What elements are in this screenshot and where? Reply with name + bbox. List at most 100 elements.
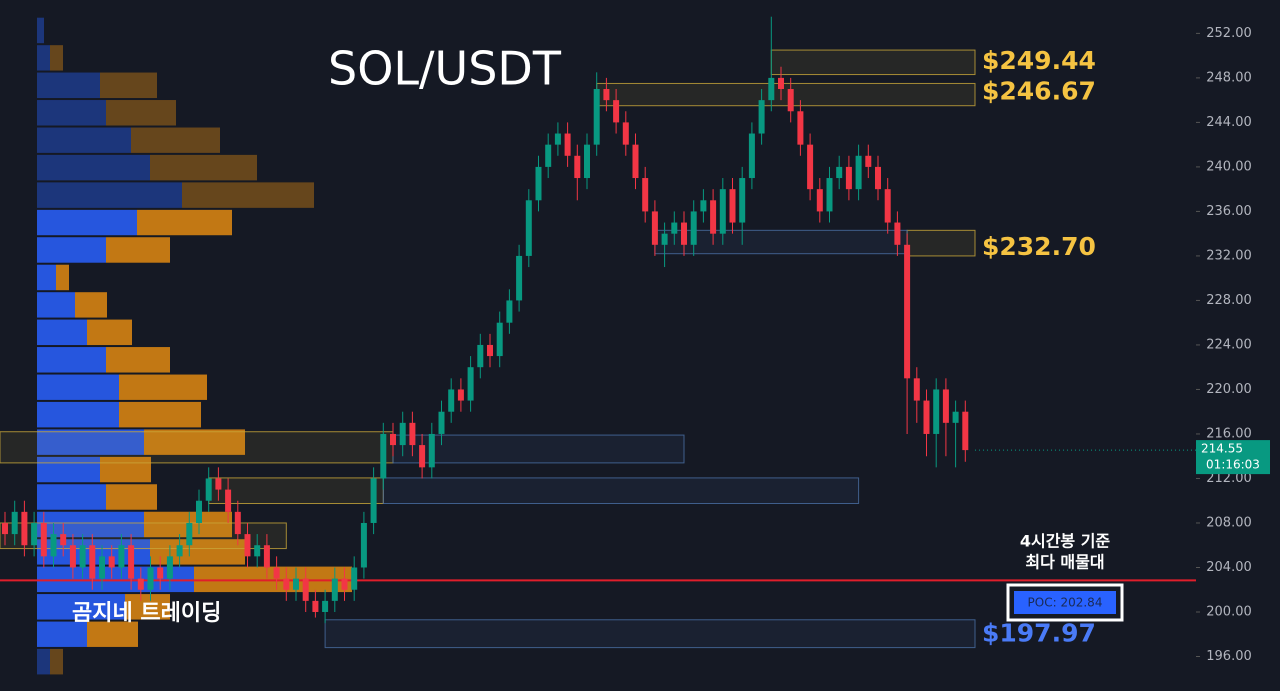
profile-sell (150, 539, 245, 565)
price-annotation: $249.44 (982, 46, 1096, 75)
profile-sell (106, 347, 170, 373)
y-tick-label: 216.00 (1206, 426, 1252, 441)
profile-buy (37, 182, 182, 208)
poc-note: 최다 매물대 (1025, 553, 1104, 572)
profile-sell (137, 209, 232, 236)
candle-body (312, 600, 319, 612)
candle-body (933, 389, 940, 434)
y-tick-label: 220.00 (1206, 382, 1252, 397)
candle-body (787, 89, 794, 112)
candle-body (719, 189, 726, 234)
profile-buy (37, 484, 106, 510)
candle-body (273, 567, 280, 579)
candle-body (487, 344, 493, 357)
profile-buy (37, 621, 87, 647)
profile-sell (182, 182, 314, 208)
candle-body (302, 578, 309, 601)
watermark: 곰지네 트레이딩 (72, 601, 221, 626)
candle-body (855, 155, 862, 190)
zone (382, 477, 860, 505)
chart-title: SOL/USDT (328, 42, 562, 96)
candle-body (884, 189, 891, 223)
candle-body (370, 478, 377, 523)
candle-body (283, 578, 290, 590)
countdown: 01:16:03 (1206, 458, 1260, 472)
candle-body (506, 300, 513, 323)
candle-body (205, 478, 212, 501)
candle-body (748, 133, 755, 179)
y-tick-label: 236.00 (1206, 204, 1252, 219)
candle-body (118, 545, 125, 568)
y-tick-label: 248.00 (1206, 70, 1252, 85)
profile-sell (106, 100, 176, 126)
profile-sell (56, 264, 69, 291)
profile-sell (87, 319, 132, 346)
profile-buy (37, 127, 131, 153)
y-tick-label: 212.00 (1206, 471, 1252, 486)
candle-body (942, 389, 949, 423)
candle-body (952, 411, 959, 423)
profile-sell (106, 237, 170, 263)
profile-buy (37, 100, 106, 126)
profile-sell (50, 45, 63, 71)
candle-body (234, 511, 241, 535)
profile-sell (106, 484, 157, 510)
candle-body (545, 144, 552, 167)
candle-body (671, 222, 678, 234)
candle-body (807, 144, 814, 190)
candle-body (904, 244, 911, 379)
candle-body (399, 422, 406, 446)
profile-sell (100, 72, 157, 99)
candle-body (632, 144, 639, 179)
candle-body (244, 534, 251, 557)
profile-buy (37, 45, 50, 71)
profile-sell (150, 154, 257, 181)
candle-body (584, 144, 590, 179)
zone (208, 477, 384, 505)
candle-body (622, 122, 629, 145)
zone (770, 49, 976, 76)
y-tick-label: 240.00 (1206, 159, 1252, 174)
candle-body (797, 111, 804, 145)
profile-buy (37, 401, 119, 428)
candle-body (661, 233, 668, 245)
profile-sell (100, 456, 151, 483)
zone (392, 434, 685, 464)
candle-body (826, 178, 833, 212)
candle-body (79, 545, 86, 568)
candle-body (758, 100, 765, 134)
candle-body (778, 77, 784, 90)
candle-body (681, 222, 687, 245)
candle-body (894, 222, 901, 245)
profile-buy (37, 511, 144, 538)
y-tick-label: 232.00 (1206, 248, 1252, 263)
zone (596, 82, 976, 107)
candle-body (322, 600, 329, 612)
candle-body (739, 178, 746, 223)
candle-body (428, 433, 435, 468)
candle-body (845, 166, 852, 190)
candle-body (574, 155, 581, 179)
candle-body (215, 478, 222, 490)
price-annotation: $232.70 (982, 232, 1096, 261)
candle-body (690, 211, 697, 245)
candle-body (60, 534, 67, 546)
candle-body (331, 578, 338, 601)
price-annotation: $197.97 (982, 619, 1096, 648)
y-tick-label: 208.00 (1206, 515, 1252, 530)
y-tick-label: 200.00 (1206, 604, 1252, 619)
profile-sell (119, 374, 207, 400)
candle-body (923, 400, 930, 434)
profile-sell (131, 127, 220, 153)
profile-sell (50, 648, 63, 675)
profile-buy (37, 429, 144, 455)
profile-buy (37, 347, 106, 373)
candle-body (351, 567, 358, 590)
candle-body (157, 567, 164, 579)
candle-body (254, 545, 261, 557)
y-tick-label: 244.00 (1206, 115, 1252, 130)
candle-body (186, 522, 193, 546)
candle-body (99, 556, 105, 579)
candle-body (40, 522, 47, 557)
candle-body (768, 77, 775, 101)
